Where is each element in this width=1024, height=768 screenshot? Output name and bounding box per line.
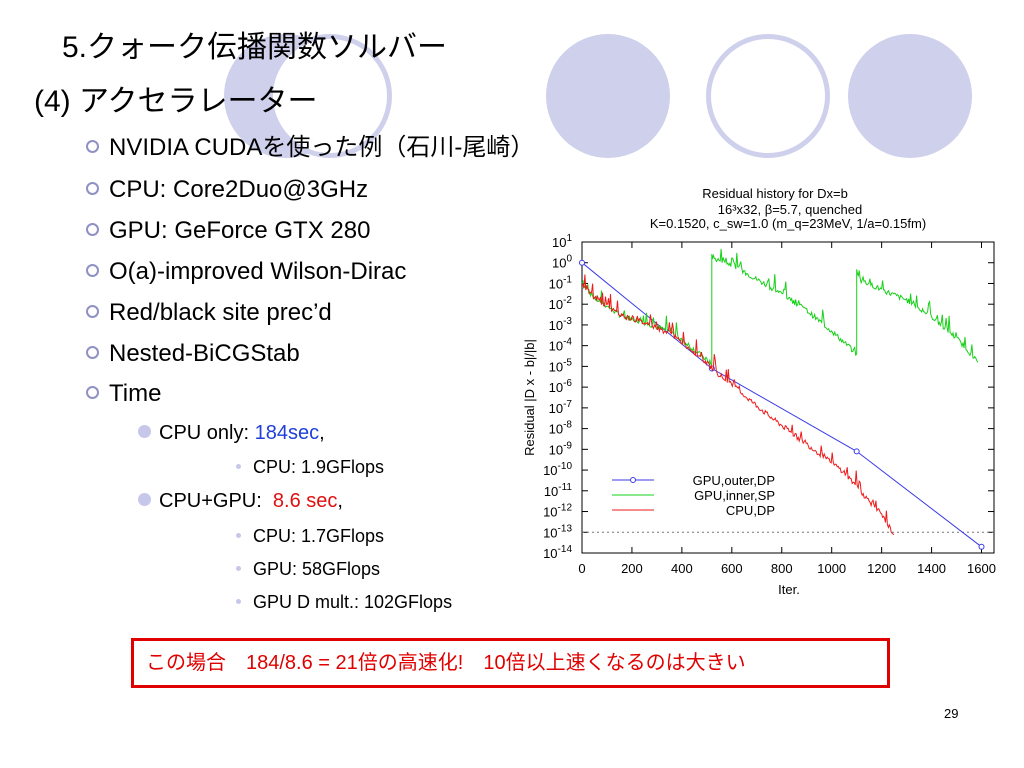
decorative-ring-1 xyxy=(268,34,392,158)
y-tick-label: 10-4 xyxy=(549,337,573,354)
x-tick-label: 1000 xyxy=(817,561,846,576)
x-tick-label: 1600 xyxy=(967,561,996,576)
time-cpu-only: CPU only: 184sec, xyxy=(138,421,325,445)
cpu-gpu-detail: GPU D mult.: 102GFlops xyxy=(236,591,452,613)
ring-bullet-icon xyxy=(86,386,99,399)
plot-frame xyxy=(581,241,995,554)
decorative-circle-2 xyxy=(546,34,670,158)
y-tick-label: 100 xyxy=(552,254,572,271)
y-tick-label: 10-10 xyxy=(543,461,572,478)
dot-bullet-icon xyxy=(138,425,151,438)
cpu-gpu-time-value: 8.6 sec xyxy=(272,490,338,512)
small-dot-bullet-icon xyxy=(236,566,241,571)
x-tick-label: 0 xyxy=(578,561,585,576)
speedup-callout: この場合 184/8.6 = 21倍の高速化! 10倍以上速くなるのは大きい xyxy=(131,638,890,688)
bullet-item: CPU: Core2Duo@3GHz xyxy=(86,176,368,204)
ring-bullet-icon xyxy=(86,264,99,277)
cpu-gpu-detail: CPU: 1.7GFlops xyxy=(236,525,384,547)
ring-bullet-icon xyxy=(86,305,99,318)
y-tick-label: 10-2 xyxy=(549,295,573,312)
slide-title: 5.クォーク伝播関数ソルバー xyxy=(62,31,448,64)
ring-bullet-icon xyxy=(86,182,99,195)
cpu-only-detail: CPU: 1.9GFlops xyxy=(236,456,384,478)
y-tick-label: 10-14 xyxy=(543,544,572,561)
x-tick-label: 800 xyxy=(771,561,793,576)
legend-label: CPU,DP xyxy=(726,503,775,518)
y-tick-label: 10-8 xyxy=(549,420,573,437)
small-dot-bullet-icon xyxy=(236,464,241,469)
bullet-item: GPU: GeForce GTX 280 xyxy=(86,217,370,245)
ring-bullet-icon xyxy=(86,140,99,153)
chart-parameters: K=0.1520, c_sw=1.0 (m_q=23MeV, 1/a=0.15f… xyxy=(650,216,926,231)
decorative-ring-2 xyxy=(706,34,830,158)
series-point-gpu-outer xyxy=(853,448,860,455)
x-axis-label: Iter. xyxy=(778,582,800,597)
y-tick-label: 10-11 xyxy=(544,482,573,499)
bullet-item-time: Time xyxy=(86,380,161,408)
time-cpu-gpu: CPU+GPU: 8.6 sec, xyxy=(138,489,343,513)
series-point-gpu-outer xyxy=(978,543,985,550)
cpu-gpu-detail: GPU: 58GFlops xyxy=(236,558,380,580)
legend-label: GPU,inner,SP xyxy=(694,488,775,503)
y-tick-label: 10-3 xyxy=(549,316,573,333)
x-tick-label: 1400 xyxy=(917,561,946,576)
ring-bullet-icon xyxy=(86,346,99,359)
y-tick-label: 10-1 xyxy=(549,274,573,291)
x-tick-label: 400 xyxy=(671,561,693,576)
series-line-cpu-dp xyxy=(581,274,895,535)
dot-bullet-icon xyxy=(138,493,151,506)
y-tick-label: 10-6 xyxy=(549,378,573,395)
y-axis-label: Residual |D x - b|/|b| xyxy=(522,339,537,456)
y-tick-label: 10-7 xyxy=(549,399,573,416)
x-tick-label: 1200 xyxy=(867,561,896,576)
bullet-item: Red/black site prec’d xyxy=(86,299,332,327)
bullet-item: O(a)-improved Wilson-Dirac xyxy=(86,258,406,286)
x-tick-label: 200 xyxy=(621,561,643,576)
cpu-only-time-value: 184sec xyxy=(254,422,320,444)
series-point-gpu-outer xyxy=(579,259,585,266)
y-tick-label: 101 xyxy=(552,233,572,250)
decorative-circle-3 xyxy=(848,34,972,158)
y-tick-label: 10-9 xyxy=(549,440,573,457)
ring-bullet-icon xyxy=(86,223,99,236)
chart-subtitle: 16³x32, β=5.7, quenched xyxy=(718,202,862,217)
legend-label: GPU,outer,DP xyxy=(693,473,775,488)
y-tick-label: 10-13 xyxy=(543,523,572,540)
y-tick-label: 10-5 xyxy=(549,357,573,374)
page-number: 29 xyxy=(944,706,959,721)
small-dot-bullet-icon xyxy=(236,599,241,604)
bullet-item: Nested-BiCGStab xyxy=(86,340,300,368)
series-line-gpu-inner-sp xyxy=(581,248,979,366)
x-tick-label: 600 xyxy=(721,561,743,576)
chart-title: Residual history for Dx=b xyxy=(702,186,848,201)
small-dot-bullet-icon xyxy=(236,533,241,538)
bullet-item: NVIDIA CUDAを使った例（石川-尾崎） xyxy=(86,134,534,162)
y-tick-label: 10-12 xyxy=(543,503,572,520)
slide-subtitle: (4) アクセラレーター xyxy=(34,85,318,118)
legend-marker xyxy=(630,477,636,483)
